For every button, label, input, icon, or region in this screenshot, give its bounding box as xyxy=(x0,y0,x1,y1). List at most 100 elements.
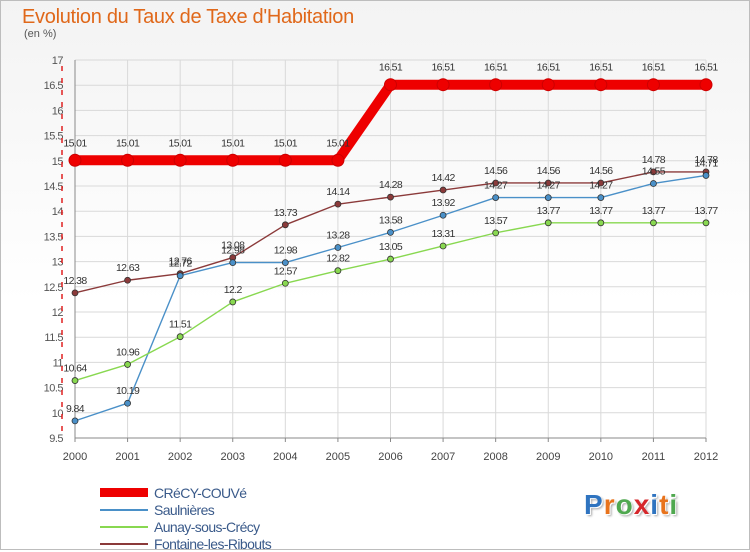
data-point xyxy=(541,78,555,92)
y-tick-label: 16.5 xyxy=(44,80,64,92)
data-point xyxy=(436,78,450,92)
data-point xyxy=(278,153,292,167)
data-point xyxy=(334,244,342,251)
data-point xyxy=(121,153,135,167)
data-point xyxy=(281,259,289,267)
data-point xyxy=(699,78,713,92)
x-tick-label: 2003 xyxy=(221,451,245,463)
data-point xyxy=(387,193,394,201)
data-label: 12.2 xyxy=(224,284,243,296)
y-tick-label: 10 xyxy=(52,408,64,420)
data-point xyxy=(334,267,342,275)
data-point xyxy=(281,221,289,229)
data-label: 14.56 xyxy=(484,165,508,177)
data-point xyxy=(334,200,342,208)
data-label: 12.38 xyxy=(63,275,87,287)
data-label: 14.71 xyxy=(694,157,718,169)
data-label: 13.08 xyxy=(221,240,245,252)
data-label: 10.64 xyxy=(63,363,87,375)
data-label: 16.51 xyxy=(589,62,613,74)
data-label: 12.72 xyxy=(169,258,193,270)
data-label: 12.98 xyxy=(221,245,245,257)
data-label: 16.51 xyxy=(537,62,561,74)
x-tick-label: 2011 xyxy=(642,451,666,463)
x-tick-label: 2006 xyxy=(378,451,402,463)
logo-letter: i xyxy=(650,489,660,520)
y-tick-label: 15.5 xyxy=(44,131,64,143)
legend-swatch xyxy=(100,508,148,511)
data-point xyxy=(68,153,82,167)
data-label: 12.82 xyxy=(326,253,350,265)
data-point xyxy=(176,272,184,280)
data-point xyxy=(544,194,552,201)
y-tick-label: 14 xyxy=(52,206,64,218)
label-layer: 15.01 15.01 15.01 15.01 15.01 15.01 16.51 16.51… xyxy=(63,62,719,415)
data-point xyxy=(229,259,237,267)
axis-layer: 9.51010.51111.51212.51313.51414.51515.51… xyxy=(44,55,719,463)
logo-letter: t xyxy=(659,489,670,520)
data-point xyxy=(176,333,184,341)
y-tick-label: 12 xyxy=(52,307,64,319)
x-tick-label: 2000 xyxy=(63,451,87,463)
x-tick-label: 2008 xyxy=(483,451,507,463)
data-label: 15.01 xyxy=(326,137,350,149)
chart-title: Evolution du Taux de Taxe d'Habitation xyxy=(22,6,354,28)
y-tick-label: 9.5 xyxy=(49,433,63,445)
data-label: 14.78 xyxy=(694,154,718,166)
data-label: 15.01 xyxy=(274,137,298,149)
data-point xyxy=(650,168,657,176)
data-point xyxy=(544,219,552,227)
data-label: 13.92 xyxy=(431,197,455,209)
data-label: 16.51 xyxy=(484,62,508,74)
logo-letter: r xyxy=(603,489,616,520)
legend-item: Saulnières xyxy=(100,501,271,518)
data-point xyxy=(281,279,289,287)
data-label: 13.77 xyxy=(537,205,561,217)
data-point xyxy=(387,228,394,236)
data-point xyxy=(702,172,710,179)
legend-item: Fontaine-les-Ribouts xyxy=(100,535,272,552)
data-point xyxy=(331,153,345,167)
data-label: 13.77 xyxy=(694,205,718,217)
data-label: 14.27 xyxy=(484,180,508,192)
data-label: 15.01 xyxy=(221,137,245,149)
data-point xyxy=(597,179,605,187)
data-point xyxy=(492,179,500,187)
data-label: 14.42 xyxy=(431,172,455,184)
data-label: 12.63 xyxy=(116,262,140,274)
data-label: 12.57 xyxy=(274,265,298,277)
legend-item: Aunay-sous-Crécy xyxy=(100,518,271,535)
legend-label: CRéCY-COUVé xyxy=(154,484,247,501)
data-point xyxy=(71,377,79,384)
data-label: 12.98 xyxy=(274,245,298,257)
logo-letter: i xyxy=(669,489,679,520)
data-point xyxy=(544,179,552,187)
legend-label: Saulnières xyxy=(154,501,215,518)
y-tick-label: 13.5 xyxy=(44,231,64,243)
data-point xyxy=(124,399,131,407)
logo-letter: x xyxy=(633,489,651,520)
data-point xyxy=(439,211,447,219)
data-label: 13.57 xyxy=(484,215,508,227)
x-tick-label: 2004 xyxy=(273,451,297,463)
y-tick-label: 11.5 xyxy=(44,332,63,344)
chart-unit-label: (en %) xyxy=(24,28,57,40)
data-point xyxy=(226,153,240,167)
x-tick-label: 2007 xyxy=(431,451,455,463)
data-label: 12.76 xyxy=(169,256,193,268)
data-point xyxy=(650,219,657,227)
proxiti-logo: Proxiti xyxy=(584,489,678,521)
data-point xyxy=(71,417,79,425)
data-label: 14.14 xyxy=(326,186,350,198)
y-tick-label: 17 xyxy=(52,55,64,67)
data-label: 14.78 xyxy=(642,154,666,166)
data-point xyxy=(492,229,500,237)
legend-swatch xyxy=(100,525,148,528)
y-tick-label: 15 xyxy=(52,156,64,168)
data-point xyxy=(439,186,447,194)
data-label: 13.73 xyxy=(274,207,298,219)
data-label: 14.56 xyxy=(537,165,561,177)
data-label: 10.19 xyxy=(116,385,140,397)
